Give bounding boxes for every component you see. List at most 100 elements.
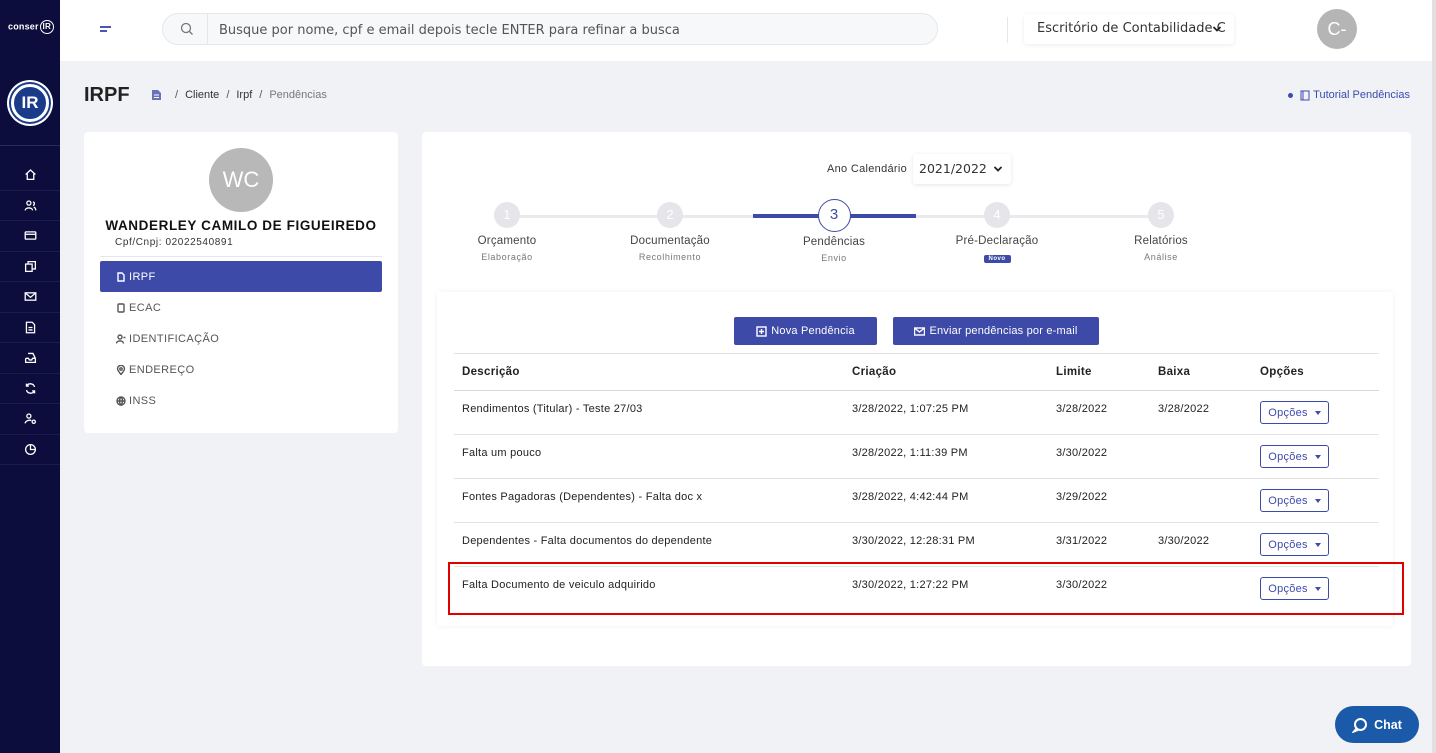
user-icon <box>116 333 126 344</box>
table-header-row: Descrição Criação Limite Baixa Opções <box>454 353 1379 391</box>
options-dropdown-button[interactable]: Opções <box>1260 401 1329 424</box>
nav-user-settings[interactable] <box>0 404 60 435</box>
pendencias-card: Ano Calendário 2021/2022 1 Orçamento Ela… <box>422 132 1411 666</box>
document-icon[interactable] <box>151 89 162 101</box>
nav-billing[interactable] <box>0 221 60 252</box>
step-subtitle: Elaboração <box>481 252 533 262</box>
nav-messages[interactable] <box>0 282 60 313</box>
step-subtitle: Recolhimento <box>638 252 702 262</box>
table-row: Dependentes - Falta documentos do depend… <box>454 522 1379 567</box>
app-logo[interactable]: IR <box>7 80 53 126</box>
globe-icon <box>116 395 126 406</box>
search-divider <box>207 14 208 44</box>
brand-text: conser <box>8 21 39 32</box>
cell-options: Opções <box>1252 390 1379 435</box>
table-row: Rendimentos (Titular) - Teste 27/03 3/28… <box>454 390 1379 435</box>
step-pendencias[interactable]: 3 Pendências Envio <box>754 199 914 263</box>
year-select[interactable]: 2021/2022 <box>913 154 1011 184</box>
options-dropdown-button[interactable]: Opções <box>1260 445 1329 468</box>
office-select[interactable]: Escritório de Contabilidade C <box>1024 14 1234 44</box>
tutorial-link[interactable]: Tutorial Pendências <box>1288 89 1410 101</box>
cell-created: 3/28/2022, 1:07:25 PM <box>844 390 1048 435</box>
nav-sync[interactable] <box>0 374 60 404</box>
step-documentacao[interactable]: 2 Documentação Recolhimento <box>590 202 750 262</box>
breadcrumb-item-cliente[interactable]: Cliente <box>185 89 220 101</box>
nav-home[interactable] <box>0 160 60 191</box>
pendencias-table: Descrição Criação Limite Baixa Opções Re… <box>454 353 1379 611</box>
client-menu-identificacao[interactable]: IDENTIFICAÇÃO <box>100 323 382 354</box>
client-menu-endereco[interactable]: ENDEREÇO <box>100 354 382 385</box>
topbar-divider <box>1007 17 1008 43</box>
new-pendencia-label: Nova Pendência <box>771 325 855 337</box>
breadcrumb: / Cliente / Irpf / Pendências <box>151 89 327 101</box>
chat-button[interactable]: Chat <box>1335 706 1419 743</box>
cell-limit: 3/31/2022 <box>1048 522 1150 567</box>
chat-bubble-icon <box>1352 717 1368 733</box>
step-number: 3 <box>817 199 851 232</box>
nav-documents[interactable] <box>0 252 60 282</box>
chevron-down-icon <box>993 166 1003 172</box>
client-menu-irpf[interactable]: IRPF <box>100 261 382 292</box>
user-gear-icon <box>24 413 36 425</box>
caret-down-icon <box>1314 542 1321 547</box>
step-relatorios[interactable]: 5 Relatórios Análise <box>1081 202 1241 262</box>
scrollbar[interactable] <box>1432 0 1436 753</box>
cell-limit: 3/30/2022 <box>1048 434 1150 479</box>
breadcrumb-item-irpf[interactable]: Irpf <box>236 89 253 101</box>
column-header: Opções <box>1252 353 1379 391</box>
cell-options: Opções <box>1252 522 1379 567</box>
book-icon <box>1300 90 1310 100</box>
cell-done: 3/30/2022 <box>1150 522 1252 567</box>
client-menu-inss[interactable]: INSS <box>100 385 382 416</box>
breadcrumb-separator: / <box>226 89 230 101</box>
cell-limit: 3/30/2022 <box>1056 579 1108 591</box>
cell-done <box>1150 434 1252 479</box>
client-menu-ecac[interactable]: ECAC <box>100 292 382 323</box>
client-avatar: WC <box>209 148 273 212</box>
step-orcamento[interactable]: 1 Orçamento Elaboração <box>427 202 587 262</box>
send-email-button[interactable]: Enviar pendências por e-mail <box>893 317 1099 345</box>
nav-reports[interactable] <box>0 313 60 343</box>
brand-logo: conser IR <box>8 20 54 34</box>
tablet-icon <box>117 302 125 313</box>
year-label: Ano Calendário <box>827 163 908 175</box>
step-title: Pendências <box>802 236 866 248</box>
step-title: Relatórios <box>1134 235 1188 247</box>
pie-chart-icon <box>24 443 36 455</box>
step-subtitle: Envio <box>821 253 847 263</box>
step-title: Orçamento <box>477 235 537 247</box>
breadcrumb-separator: / <box>175 89 179 101</box>
cell-created: 3/30/2022, 12:28:31 PM <box>844 522 1048 567</box>
caret-down-icon <box>1314 410 1321 415</box>
nav-clients[interactable] <box>0 191 60 221</box>
nav-history[interactable] <box>0 435 60 465</box>
options-label: Opções <box>1268 450 1308 463</box>
bullet-dot <box>1288 92 1294 98</box>
nav-inbox[interactable] <box>0 343 60 374</box>
table-row: Falta Documento de veiculo adquirido 3/3… <box>454 567 1379 611</box>
cell-description: Falta um pouco <box>454 434 844 479</box>
action-buttons: Nova Pendência Enviar pendências por e-m… <box>734 317 1099 345</box>
cell-options: Opções <box>1252 434 1379 479</box>
new-pendencia-button[interactable]: Nova Pendência <box>734 317 877 345</box>
cell-created: 3/30/2022, 1:27:22 PM <box>852 579 969 591</box>
mail-icon <box>914 326 926 336</box>
tutorial-link-label: Tutorial Pendências <box>1313 89 1410 101</box>
caret-down-icon <box>1314 586 1321 591</box>
breadcrumb-separator: / <box>259 89 263 101</box>
brand-mark: IR <box>39 20 54 34</box>
options-dropdown-button[interactable]: Opções <box>1260 489 1329 512</box>
options-dropdown-button[interactable]: Opções <box>1260 577 1329 600</box>
menu-toggle-icon[interactable] <box>100 26 111 36</box>
options-dropdown-button[interactable]: Opções <box>1260 533 1329 556</box>
client-cpf: Cpf/Cnpj: 02022540891 <box>115 237 234 248</box>
client-card: WC WANDERLEY CAMILO DE FIGUEIREDO Cpf/Cn… <box>84 132 398 433</box>
client-menu-label: IRPF <box>129 270 156 283</box>
app-logo-text: IR <box>11 84 49 122</box>
step-pre-declaracao[interactable]: 4 Pré-Declaração Novo <box>917 202 1077 265</box>
search-input[interactable] <box>219 18 919 42</box>
user-avatar[interactable]: C- <box>1317 9 1357 49</box>
cell-done: 3/28/2022 <box>1150 390 1252 435</box>
sync-icon <box>25 382 35 394</box>
files-icon <box>24 260 36 272</box>
